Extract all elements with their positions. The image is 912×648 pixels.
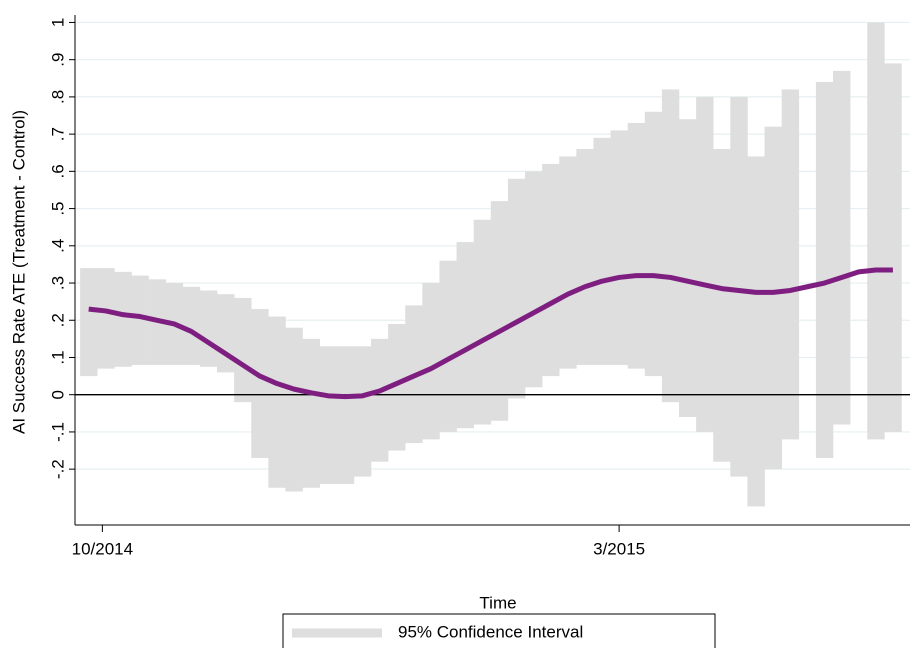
y-tick-label: 0 bbox=[48, 390, 67, 399]
ci-bar bbox=[490, 201, 509, 421]
ci-bar bbox=[713, 149, 731, 462]
ci-bar bbox=[388, 323, 406, 451]
y-tick-label: -.1 bbox=[48, 422, 67, 442]
ci-bar bbox=[747, 156, 765, 507]
ci-bar bbox=[302, 338, 320, 488]
ci-bar bbox=[439, 260, 457, 432]
ci-bar bbox=[422, 283, 440, 440]
ci-bar bbox=[353, 346, 372, 477]
ci-bar bbox=[610, 130, 628, 365]
legend-label: 95% Confidence Interval bbox=[398, 622, 583, 641]
ci-bar bbox=[815, 82, 834, 458]
ci-bar bbox=[593, 137, 611, 365]
ci-bar bbox=[456, 242, 474, 429]
ci-bar bbox=[285, 327, 303, 492]
x-axis-title: Time bbox=[479, 593, 516, 612]
y-tick-label: 1 bbox=[48, 18, 67, 27]
x-tick-label: 10/2014 bbox=[72, 539, 133, 558]
y-tick-label: .2 bbox=[48, 313, 67, 327]
ci-bar bbox=[644, 111, 663, 377]
ci-bar bbox=[80, 268, 98, 377]
ci-bar bbox=[268, 316, 286, 488]
ci-bar bbox=[867, 22, 885, 440]
ci-bar bbox=[336, 346, 355, 485]
ci-bar bbox=[781, 89, 800, 440]
ci-bar bbox=[696, 96, 714, 432]
ci-bar bbox=[131, 275, 149, 365]
ci-bar bbox=[542, 163, 560, 377]
ci-bar bbox=[114, 271, 132, 367]
y-tick-label: .8 bbox=[48, 90, 67, 104]
band bbox=[80, 22, 902, 507]
y-tick-label: .9 bbox=[48, 53, 67, 67]
ci-bar bbox=[833, 70, 851, 425]
estimate-line bbox=[88, 267, 893, 400]
ci-bar bbox=[661, 89, 680, 403]
y-axis-title: AI Success Rate ATE (Treatment - Control… bbox=[9, 110, 28, 434]
ci-bar bbox=[764, 126, 782, 470]
ci-bar bbox=[371, 338, 389, 462]
ci-bar bbox=[199, 290, 218, 367]
x-tick-label: 3/2015 bbox=[593, 539, 645, 558]
ci-bar bbox=[559, 156, 577, 369]
ci-bar bbox=[679, 119, 697, 418]
y-tick-label: -.2 bbox=[48, 459, 67, 479]
ci-bar bbox=[97, 268, 115, 369]
ci-bar bbox=[627, 122, 646, 369]
ci-bar bbox=[884, 63, 902, 432]
ci-bar bbox=[251, 309, 269, 458]
y-tick-label: .6 bbox=[48, 164, 67, 178]
y-tick-label: .4 bbox=[48, 239, 67, 253]
ci-bar bbox=[319, 346, 338, 485]
ci-bar bbox=[473, 219, 492, 425]
ci-bar bbox=[525, 171, 543, 388]
y-tick-label: .3 bbox=[48, 276, 67, 290]
legend-box bbox=[282, 613, 716, 648]
y-tick-label: .7 bbox=[48, 127, 67, 141]
ci-bar bbox=[182, 286, 201, 365]
ci-bar bbox=[234, 297, 252, 403]
y-tick-label: .1 bbox=[48, 350, 67, 364]
ci-bar bbox=[576, 149, 594, 365]
y-tick-label: .5 bbox=[48, 201, 67, 215]
ci-bar bbox=[730, 96, 748, 477]
ci-bar bbox=[507, 178, 526, 399]
